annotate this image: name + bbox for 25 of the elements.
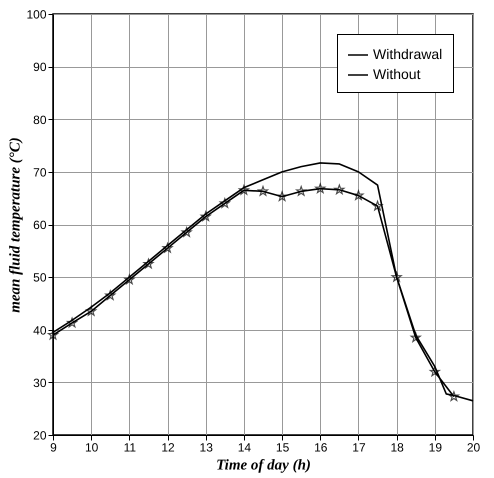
x-tick-label: 16 — [314, 440, 328, 454]
y-tick-label: 60 — [33, 218, 47, 232]
x-tick-label: 17 — [352, 440, 366, 454]
y-tick-label: 80 — [33, 112, 47, 127]
x-tick-label: 11 — [124, 440, 136, 454]
x-axis-title: Time of day (h) — [216, 458, 311, 474]
x-tick-label: 13 — [200, 440, 214, 454]
y-tick-label: 30 — [33, 376, 47, 390]
legend-label: Withdrawal — [373, 46, 442, 62]
x-tick-label: 20 — [466, 440, 480, 454]
x-tick-label: 19 — [428, 440, 442, 454]
y-tick-label: 90 — [33, 60, 47, 74]
x-tick-label: 10 — [85, 440, 99, 454]
x-tick-label: 9 — [50, 440, 58, 454]
x-tick-label: 14 — [238, 440, 252, 454]
y-tick-label: 20 — [33, 428, 47, 442]
x-tick-label: 18 — [390, 440, 404, 454]
y-axis-title: mean fluid temperature (°C) — [7, 137, 24, 313]
x-tick-label: 12 — [161, 440, 176, 454]
y-tick-label: 70 — [33, 165, 47, 180]
x-tick-label: 15 — [276, 440, 290, 454]
y-tick-label: 40 — [33, 323, 47, 338]
y-tick-label: 100 — [26, 8, 47, 22]
legend-label: Without — [373, 66, 421, 82]
y-tick-label: 50 — [33, 270, 47, 285]
